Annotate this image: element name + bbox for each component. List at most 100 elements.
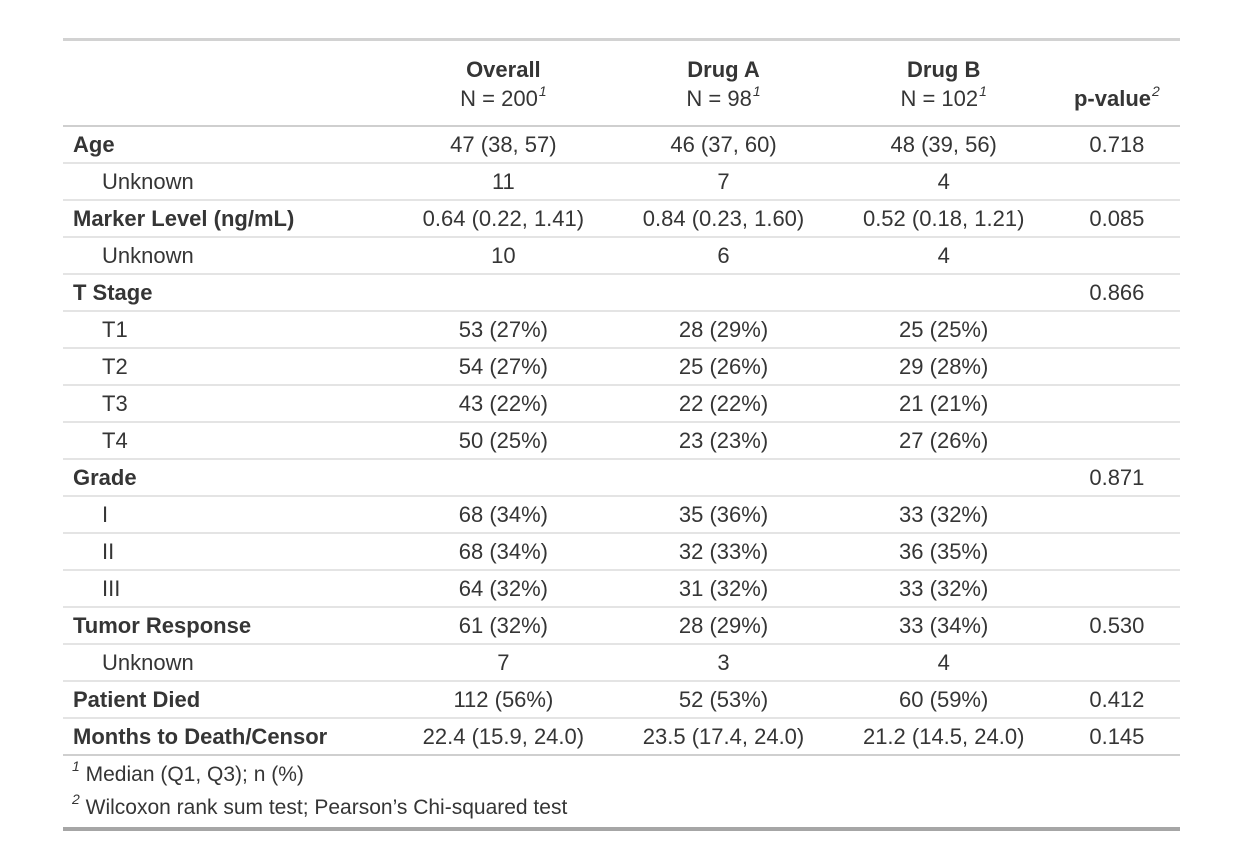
- row-label: T4: [63, 422, 394, 460]
- p-value-cell: 0.085: [1053, 200, 1180, 238]
- table-row: T Stage 0.866: [63, 274, 1180, 312]
- overall-cell: [393, 459, 614, 497]
- overall-cell: 43 (22%): [393, 385, 614, 423]
- drug-b-cell: 4: [833, 237, 1054, 275]
- footnote-row: 2 Wilcoxon rank sum test; Pearson’s Chi-…: [63, 791, 1180, 829]
- table-row: T3 43 (22%) 22 (22%) 21 (21%): [63, 385, 1180, 423]
- footnote: 1 Median (Q1, Q3); n (%): [72, 758, 304, 786]
- overall-cell: 7: [393, 644, 614, 682]
- drug-b-cell: 33 (32%): [833, 570, 1054, 608]
- header-drug-b-column: Drug B N = 1021: [833, 39, 1054, 127]
- header-variable-column: [63, 39, 394, 127]
- row-label: Unknown: [63, 644, 394, 682]
- p-value-cell: [1053, 348, 1180, 386]
- drug-a-cell: 23.5 (17.4, 24.0): [613, 718, 834, 756]
- footnote-marker: 2: [1152, 82, 1160, 99]
- overall-cell: 11: [393, 163, 614, 201]
- header-p-value-column: p-value2: [1053, 39, 1180, 127]
- p-value-cell: 0.718: [1053, 126, 1180, 164]
- row-label: Patient Died: [63, 681, 394, 719]
- header-overall-column: Overall N = 2001: [393, 39, 614, 127]
- drug-b-cell: 21.2 (14.5, 24.0): [833, 718, 1054, 756]
- table-body: Age 47 (38, 57) 46 (37, 60) 48 (39, 56) 0.71…: [63, 126, 1180, 756]
- overall-cell: 68 (34%): [393, 533, 614, 571]
- footnote-marker: 1: [752, 82, 761, 99]
- row-label: Grade: [63, 459, 394, 497]
- table-footnotes: 1 Median (Q1, Q3); n (%) 2 Wilcoxon rank …: [63, 755, 1180, 829]
- overall-cell: 53 (27%): [393, 311, 614, 349]
- table-row: Grade 0.871: [63, 459, 1180, 497]
- footnote-marker: 1: [72, 758, 80, 774]
- row-label: Tumor Response: [63, 607, 394, 645]
- drug-a-cell: 35 (36%): [613, 496, 834, 534]
- overall-cell: 10: [393, 237, 614, 275]
- drug-a-cell: 3: [613, 644, 834, 682]
- header-p-value-title: p-value: [1073, 86, 1151, 111]
- drug-b-cell: 21 (21%): [833, 385, 1054, 423]
- row-label: T1: [63, 311, 394, 349]
- header-drug-a-title: Drug A: [687, 57, 760, 82]
- drug-a-cell: 0.84 (0.23, 1.60): [613, 200, 834, 238]
- table-row: T1 53 (27%) 28 (29%) 25 (25%): [63, 311, 1180, 349]
- header-drug-b-title: Drug B: [907, 57, 981, 82]
- header-row: Overall N = 2001 Drug A N = 981 Drug B N…: [63, 39, 1180, 127]
- row-label: III: [63, 570, 394, 608]
- summary-table: Overall N = 2001 Drug A N = 981 Drug B N…: [63, 38, 1180, 831]
- overall-cell: [393, 274, 614, 312]
- drug-a-cell: 7: [613, 163, 834, 201]
- overall-cell: 64 (32%): [393, 570, 614, 608]
- table-row: Tumor Response 61 (32%) 28 (29%) 33 (34%) 0.…: [63, 607, 1180, 645]
- p-value-cell: [1053, 496, 1180, 534]
- drug-b-cell: 0.52 (0.18, 1.21): [833, 200, 1054, 238]
- overall-cell: 61 (32%): [393, 607, 614, 645]
- overall-cell: 68 (34%): [393, 496, 614, 534]
- overall-cell: 112 (56%): [393, 681, 614, 719]
- drug-b-cell: 60 (59%): [833, 681, 1054, 719]
- p-value-cell: [1053, 385, 1180, 423]
- drug-a-cell: 28 (29%): [613, 311, 834, 349]
- drug-a-cell: 32 (33%): [613, 533, 834, 571]
- p-value-cell: 0.866: [1053, 274, 1180, 312]
- row-label: T3: [63, 385, 394, 423]
- header-drug-a-n: N = 981: [686, 82, 761, 111]
- header-drug-b-n: N = 1021: [900, 82, 987, 111]
- drug-a-cell: 22 (22%): [613, 385, 834, 423]
- drug-b-cell: [833, 274, 1054, 312]
- p-value-cell: [1053, 422, 1180, 460]
- overall-cell: 47 (38, 57): [393, 126, 614, 164]
- footnote: 2 Wilcoxon rank sum test; Pearson’s Chi-…: [72, 791, 568, 819]
- row-label: Unknown: [63, 163, 394, 201]
- drug-b-cell: 48 (39, 56): [833, 126, 1054, 164]
- p-value-cell: 0.871: [1053, 459, 1180, 497]
- overall-cell: 22.4 (15.9, 24.0): [393, 718, 614, 756]
- table-row: III 64 (32%) 31 (32%) 33 (32%): [63, 570, 1180, 608]
- row-label: Marker Level (ng/mL): [63, 200, 394, 238]
- table-header: Overall N = 2001 Drug A N = 981 Drug B N…: [63, 39, 1180, 127]
- row-label: Age: [63, 126, 394, 164]
- drug-b-cell: 29 (28%): [833, 348, 1054, 386]
- p-value-cell: [1053, 570, 1180, 608]
- row-label: II: [63, 533, 394, 571]
- drug-b-cell: 33 (32%): [833, 496, 1054, 534]
- drug-a-cell: [613, 274, 834, 312]
- drug-b-cell: 36 (35%): [833, 533, 1054, 571]
- drug-b-cell: 27 (26%): [833, 422, 1054, 460]
- table-row: II 68 (34%) 32 (33%) 36 (35%): [63, 533, 1180, 571]
- row-label: Unknown: [63, 237, 394, 275]
- table-row: Months to Death/Censor 22.4 (15.9, 24.0) 2…: [63, 718, 1180, 756]
- p-value-cell: 0.412: [1053, 681, 1180, 719]
- row-label: I: [63, 496, 394, 534]
- footnote-row: 1 Median (Q1, Q3); n (%): [63, 755, 1180, 791]
- table-row: Patient Died 112 (56%) 52 (53%) 60 (59%) 0.4…: [63, 681, 1180, 719]
- table-row: Unknown 7 3 4: [63, 644, 1180, 682]
- row-label: T Stage: [63, 274, 394, 312]
- drug-a-cell: [613, 459, 834, 497]
- drug-b-cell: 25 (25%): [833, 311, 1054, 349]
- drug-a-cell: 25 (26%): [613, 348, 834, 386]
- header-drug-a-column: Drug A N = 981: [613, 39, 834, 127]
- p-value-cell: [1053, 311, 1180, 349]
- overall-cell: 0.64 (0.22, 1.41): [393, 200, 614, 238]
- table-row: T4 50 (25%) 23 (23%) 27 (26%): [63, 422, 1180, 460]
- row-label: Months to Death/Censor: [63, 718, 394, 756]
